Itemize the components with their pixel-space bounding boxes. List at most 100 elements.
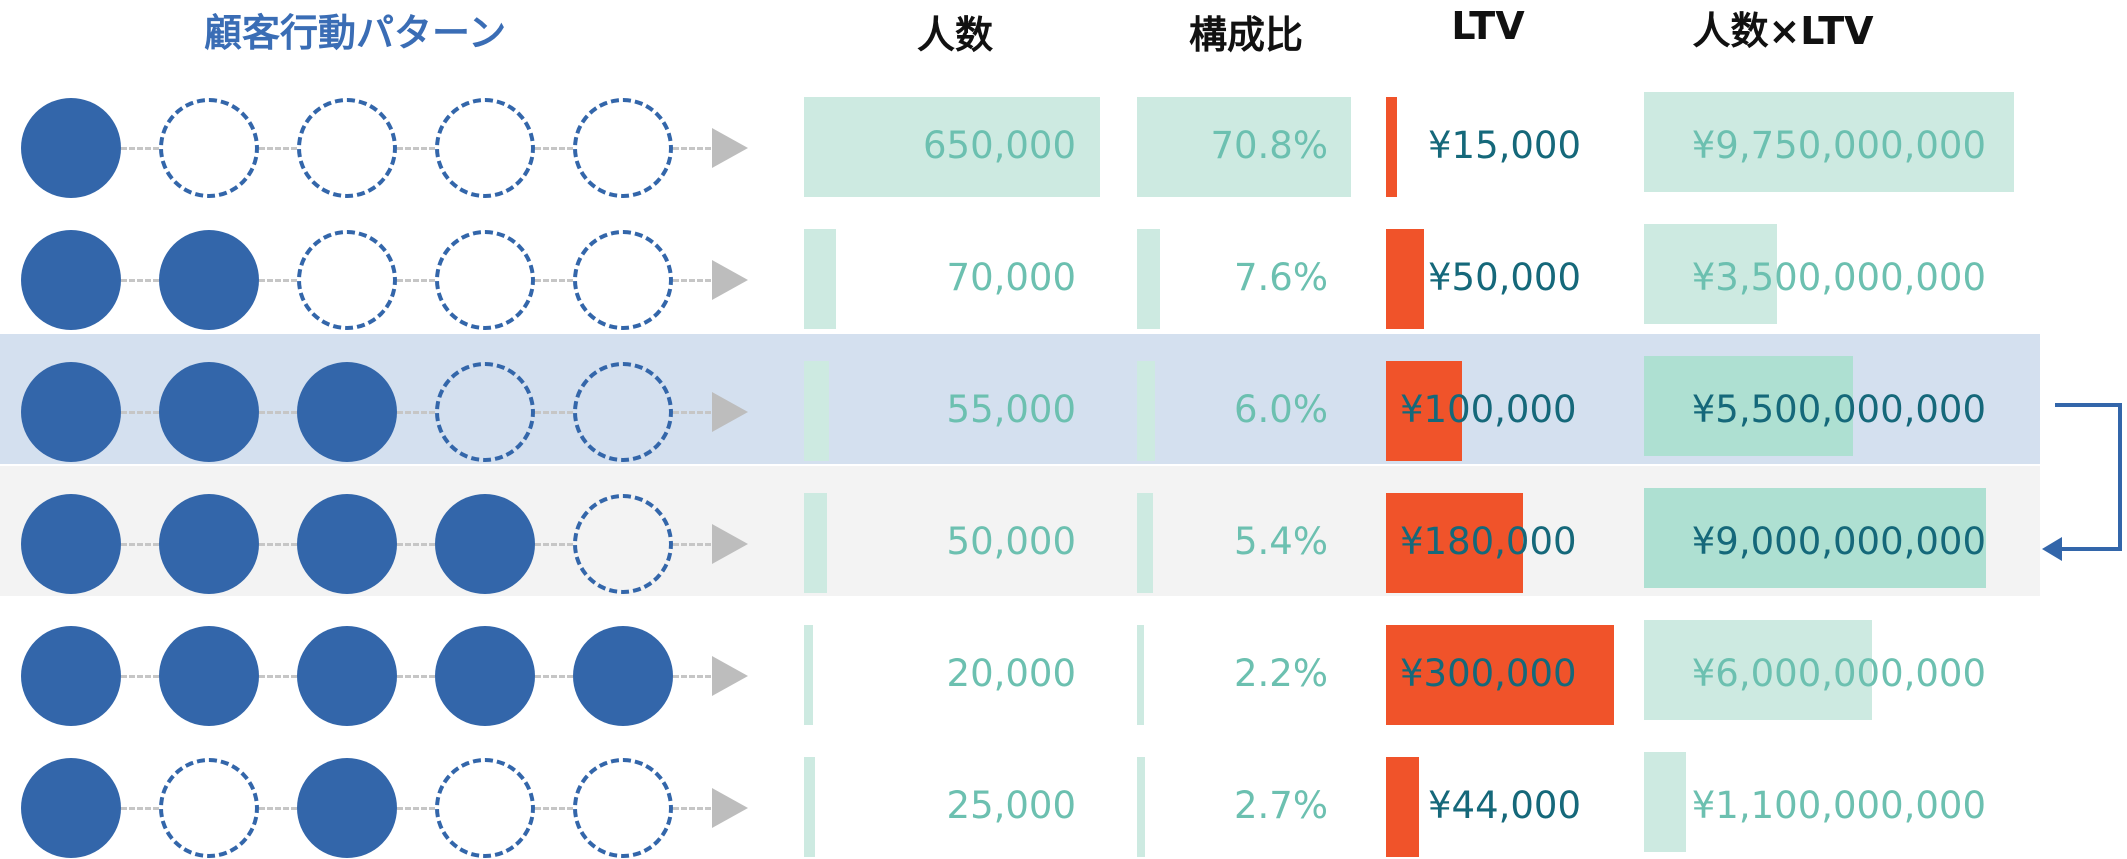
empty-circle-icon xyxy=(573,362,673,462)
connector-line xyxy=(535,675,573,678)
header-pattern: 顧客行動パターン xyxy=(204,11,507,55)
ratio-bar xyxy=(1137,493,1154,593)
count-value: 650,000 xyxy=(922,124,1076,167)
connector-line xyxy=(397,807,435,810)
ratio-value: 70.8% xyxy=(1210,124,1328,167)
empty-circle-icon xyxy=(435,230,535,330)
filled-circle-icon xyxy=(21,626,121,726)
connector-line xyxy=(397,675,435,678)
connector-line xyxy=(121,543,159,546)
connector-line xyxy=(259,411,297,414)
total-value: ¥9,750,000,000 xyxy=(1691,124,1986,167)
arrow-right-icon xyxy=(712,128,748,168)
connector-line xyxy=(121,807,159,810)
empty-circle-icon xyxy=(297,230,397,330)
ltv-bar xyxy=(1386,757,1420,857)
total-bar xyxy=(1644,356,1853,456)
filled-circle-icon xyxy=(159,494,259,594)
count-bar xyxy=(804,757,816,857)
ltv-bar xyxy=(1386,625,1614,725)
count-value: 50,000 xyxy=(946,520,1076,563)
connector-line xyxy=(397,543,435,546)
empty-circle-icon xyxy=(573,230,673,330)
filled-circle-icon xyxy=(21,494,121,594)
empty-circle-icon xyxy=(297,98,397,198)
filled-circle-icon xyxy=(21,362,121,462)
filled-circle-icon xyxy=(297,758,397,858)
header-count-x-ltv: 人数×LTV xyxy=(1692,9,1874,53)
filled-circle-icon xyxy=(159,362,259,462)
connector-line xyxy=(535,807,573,810)
connector-line xyxy=(259,807,297,810)
connector-line xyxy=(673,807,711,810)
filled-circle-icon xyxy=(21,758,121,858)
arrow-right-icon xyxy=(712,260,748,300)
ratio-bar xyxy=(1137,229,1160,329)
empty-circle-icon xyxy=(435,98,535,198)
ltv-value: ¥100,000 xyxy=(1400,388,1577,431)
count-bar xyxy=(804,625,814,725)
connector-line xyxy=(535,543,573,546)
filled-circle-icon xyxy=(159,626,259,726)
connector-line xyxy=(259,543,297,546)
ratio-bar xyxy=(1137,361,1156,461)
connector-line xyxy=(259,675,297,678)
connector-line xyxy=(397,411,435,414)
count-value: 70,000 xyxy=(946,256,1076,299)
filled-circle-icon xyxy=(21,98,121,198)
filled-circle-icon xyxy=(21,230,121,330)
total-value: ¥3,500,000,000 xyxy=(1691,256,1986,299)
connector-line xyxy=(397,279,435,282)
ratio-value: 2.7% xyxy=(1234,784,1328,827)
count-bar xyxy=(804,493,827,593)
total-value: ¥6,000,000,000 xyxy=(1691,652,1986,695)
ratio-value: 2.2% xyxy=(1234,652,1328,695)
ltv-value: ¥180,000 xyxy=(1400,520,1577,563)
ratio-bar xyxy=(1137,625,1144,725)
arrow-right-icon xyxy=(712,788,748,828)
empty-circle-icon xyxy=(435,362,535,462)
filled-circle-icon xyxy=(435,626,535,726)
connector-line xyxy=(397,147,435,150)
connector-line xyxy=(535,147,573,150)
ratio-bar xyxy=(1137,757,1146,857)
header-ratio: 構成比 xyxy=(1188,13,1304,57)
total-value: ¥1,100,000,000 xyxy=(1691,784,1986,827)
filled-circle-icon xyxy=(573,626,673,726)
header-count: 人数 xyxy=(916,13,994,57)
filled-circle-icon xyxy=(159,230,259,330)
count-bar xyxy=(804,97,1100,197)
connector-line xyxy=(121,147,159,150)
total-bar xyxy=(1644,224,1777,324)
filled-circle-icon xyxy=(297,626,397,726)
ratio-value: 7.6% xyxy=(1234,256,1328,299)
total-bar xyxy=(1644,752,1686,852)
count-value: 25,000 xyxy=(946,784,1076,827)
count-value: 20,000 xyxy=(946,652,1076,695)
total-bar xyxy=(1644,488,1986,588)
arrow-right-icon xyxy=(712,392,748,432)
connector-line xyxy=(121,279,159,282)
ltv-bar xyxy=(1386,361,1462,461)
connector-line xyxy=(673,543,711,546)
connector-line xyxy=(121,675,159,678)
connector-line xyxy=(259,279,297,282)
ltv-value: ¥300,000 xyxy=(1400,652,1577,695)
empty-circle-icon xyxy=(573,758,673,858)
ltv-bar xyxy=(1386,97,1398,197)
connector-line xyxy=(259,147,297,150)
empty-circle-icon xyxy=(573,494,673,594)
arrow-right-icon xyxy=(712,656,748,696)
header-ltv: LTV xyxy=(1451,4,1525,48)
connector-line xyxy=(535,279,573,282)
filled-circle-icon xyxy=(297,494,397,594)
ltv-value: ¥15,000 xyxy=(1428,124,1582,167)
ratio-value: 5.4% xyxy=(1234,520,1328,563)
filled-circle-icon xyxy=(435,494,535,594)
arrow-right-icon xyxy=(712,524,748,564)
ltv-value: ¥44,000 xyxy=(1428,784,1582,827)
count-value: 55,000 xyxy=(946,388,1076,431)
filled-circle-icon xyxy=(297,362,397,462)
total-bar xyxy=(1644,92,2014,192)
connector-line xyxy=(121,411,159,414)
